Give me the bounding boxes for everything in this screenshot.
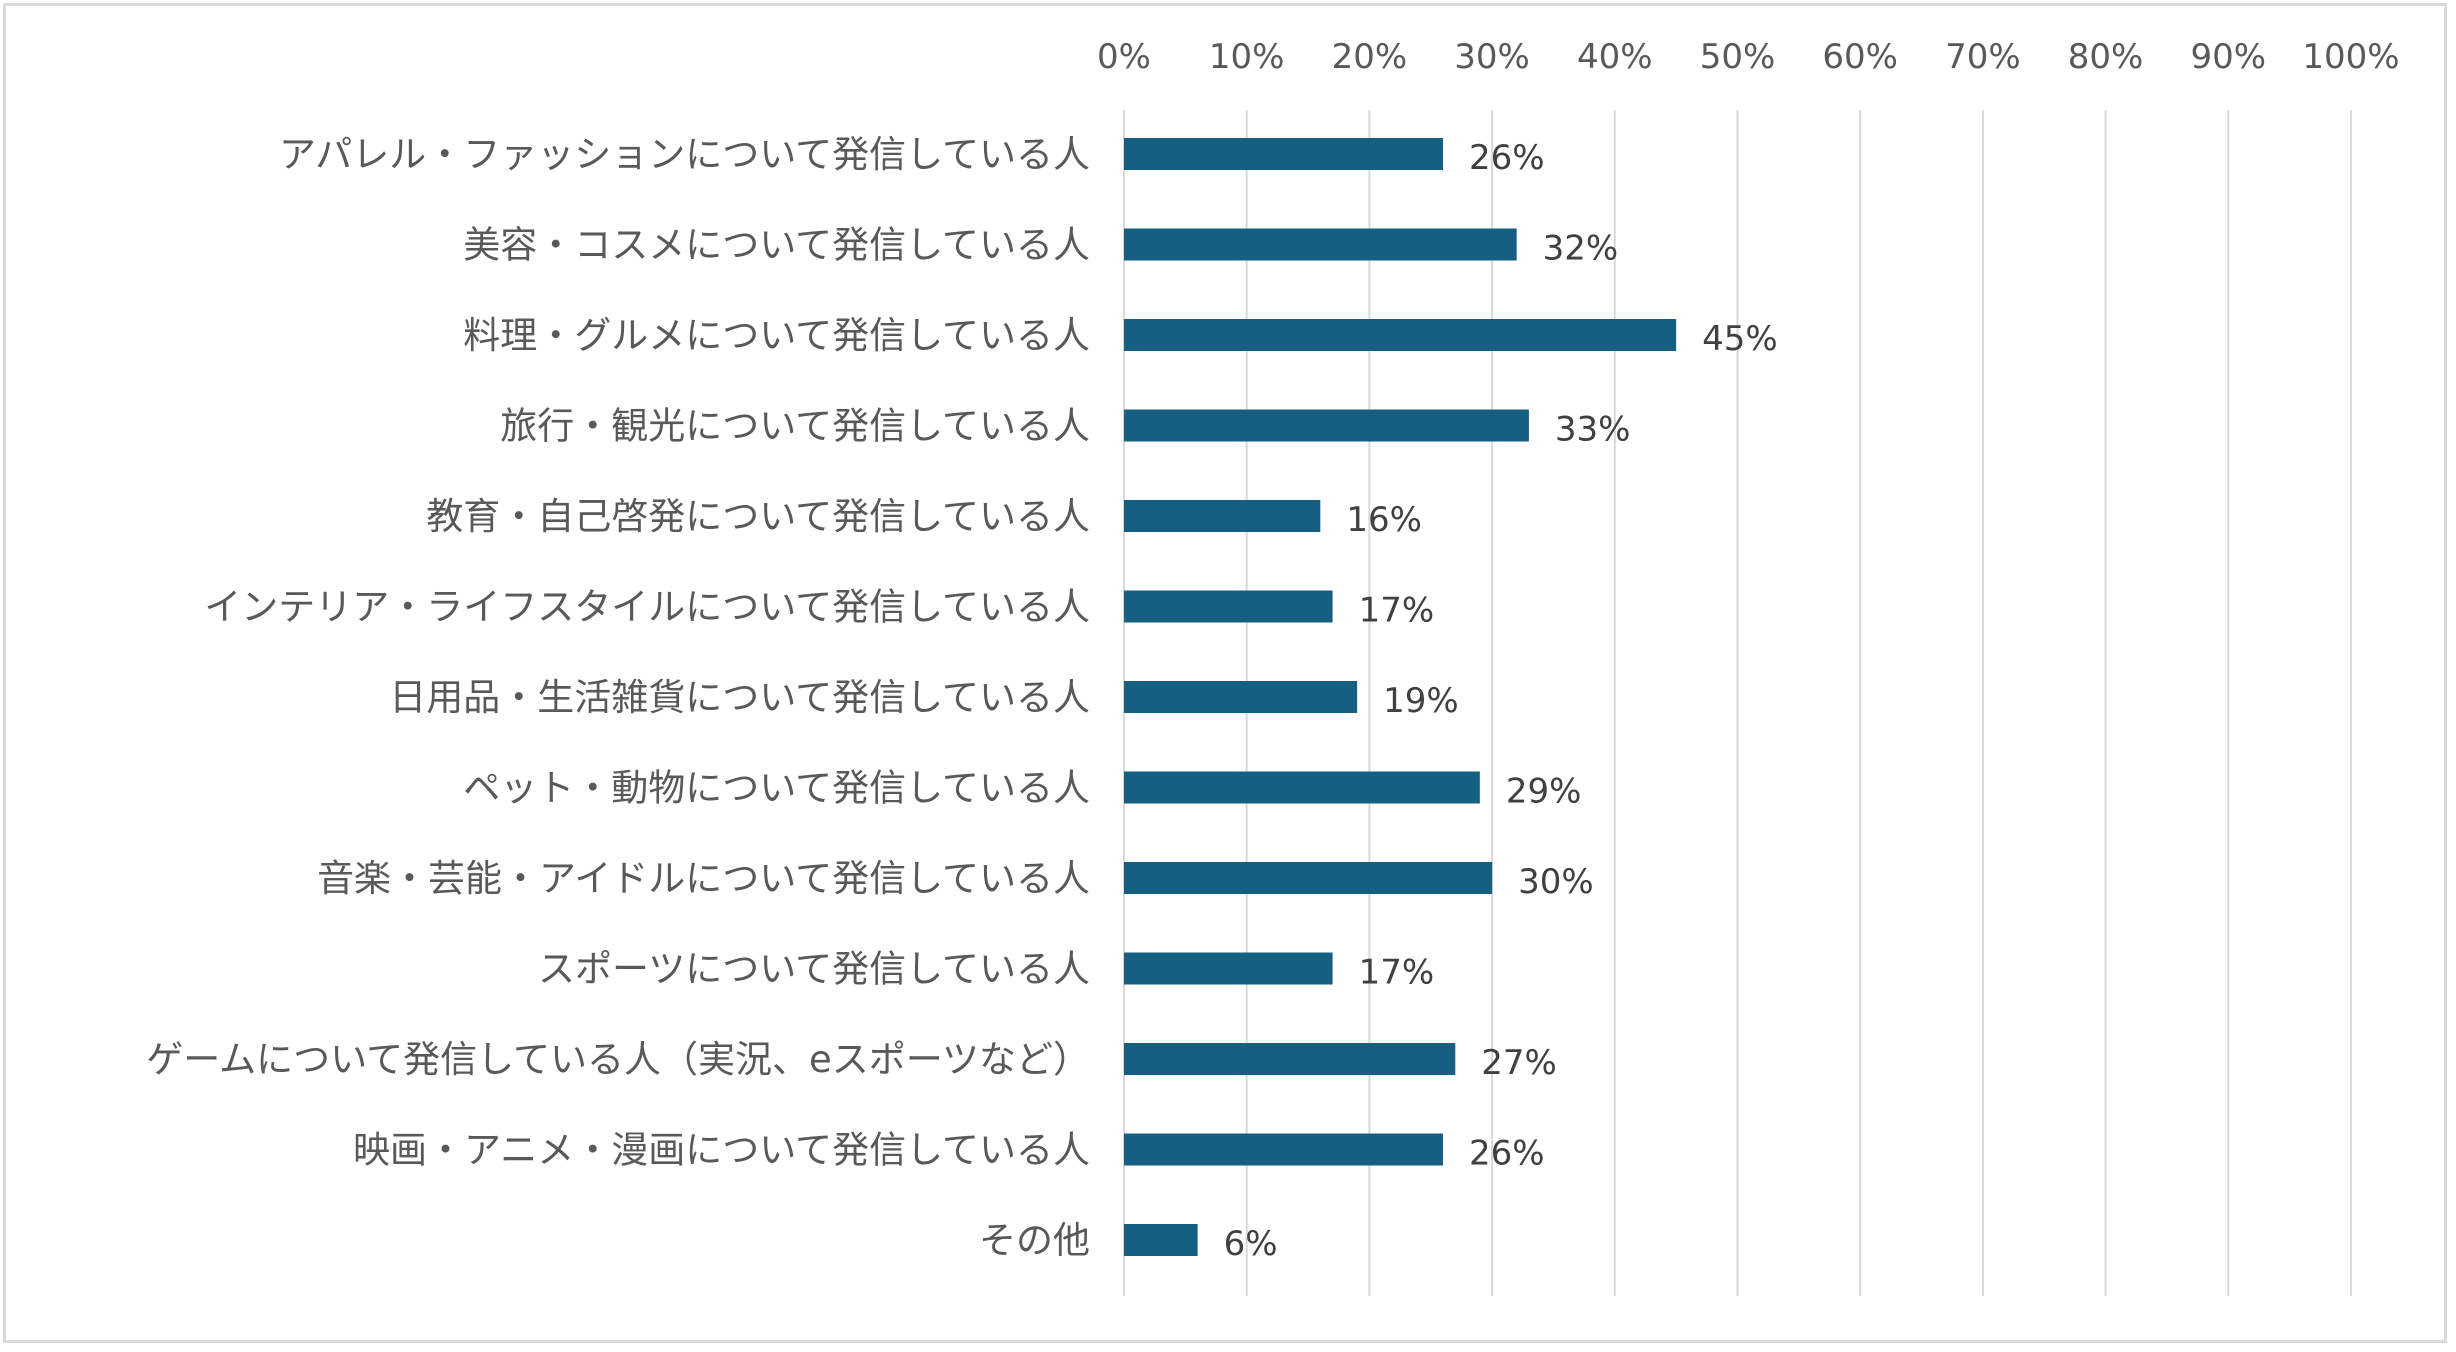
bar bbox=[1124, 590, 1333, 623]
data-label: 29% bbox=[1506, 772, 1582, 812]
x-tick-label: 10% bbox=[1209, 37, 1285, 77]
x-tick-label: 20% bbox=[1332, 37, 1408, 77]
bar bbox=[1124, 319, 1677, 351]
bar bbox=[1124, 862, 1493, 894]
data-label: 16% bbox=[1346, 500, 1422, 540]
data-label: 17% bbox=[1359, 591, 1435, 631]
data-label: 6% bbox=[1224, 1224, 1278, 1264]
x-tick-label: 50% bbox=[1700, 37, 1776, 77]
category-label: ゲームについて発信している人（実況、eスポーツなど） bbox=[146, 1038, 1090, 1081]
x-tick-label: 40% bbox=[1577, 37, 1653, 77]
category-label: ペット・動物について発信している人 bbox=[463, 767, 1090, 810]
bars bbox=[1124, 138, 1677, 1256]
bar bbox=[1124, 409, 1529, 442]
x-axis-ticks: 0% 10% 20% 30% 40% 50% 60% 70% 80% 90% 100% bbox=[1097, 37, 2400, 77]
category-label: 教育・自己啓発について発信している人 bbox=[426, 495, 1090, 538]
category-label: 旅行・観光について発信している人 bbox=[500, 405, 1090, 448]
bar-chart: 0% 10% 20% 30% 40% 50% 60% 70% 80% 90% 100% アパレル・フ… bbox=[146, 37, 2400, 1296]
category-label: アパレル・ファッションについて発信している人 bbox=[279, 133, 1090, 176]
x-tick-label: 90% bbox=[2191, 37, 2267, 77]
bar bbox=[1124, 1133, 1444, 1166]
category-label: 料理・グルメについて発信している人 bbox=[463, 314, 1090, 357]
x-tick-label: 30% bbox=[1454, 37, 1530, 77]
x-tick-label: 80% bbox=[2068, 37, 2144, 77]
data-label: 19% bbox=[1383, 681, 1459, 721]
data-label: 33% bbox=[1555, 410, 1631, 450]
data-label: 17% bbox=[1359, 953, 1435, 993]
data-label: 26% bbox=[1469, 138, 1545, 178]
data-label: 26% bbox=[1469, 1134, 1545, 1174]
gridlines bbox=[1123, 110, 2352, 1296]
data-labels: 26% 32% 45% 33% 16% 17% 19% 29% 30% 17% 27% 26% 6% bbox=[1224, 138, 1778, 1264]
x-tick-label: 0% bbox=[1097, 37, 1151, 77]
data-label: 27% bbox=[1481, 1043, 1557, 1083]
category-label: インテリア・ライフスタイルについて発信している人 bbox=[204, 586, 1090, 629]
data-label: 32% bbox=[1543, 229, 1619, 269]
category-labels: アパレル・ファッションについて発信している人美容・コスメについて発信している人料… bbox=[146, 133, 1090, 1262]
data-label: 45% bbox=[1702, 319, 1778, 359]
x-tick-label: 60% bbox=[1822, 37, 1898, 77]
category-label: 音楽・芸能・アイドルについて発信している人 bbox=[317, 857, 1090, 900]
bar bbox=[1124, 138, 1444, 170]
category-label: 日用品・生活雑貨について発信している人 bbox=[389, 676, 1090, 719]
x-tick-label: 100% bbox=[2302, 37, 2399, 77]
bar bbox=[1124, 952, 1333, 985]
bar bbox=[1124, 681, 1358, 713]
bar bbox=[1124, 1224, 1198, 1256]
x-tick-label: 70% bbox=[1945, 37, 2021, 77]
bar bbox=[1124, 500, 1321, 532]
category-label: スポーツについて発信している人 bbox=[538, 948, 1090, 991]
category-label: 美容・コスメについて発信している人 bbox=[463, 224, 1090, 267]
bar bbox=[1124, 228, 1517, 261]
category-label: その他 bbox=[979, 1219, 1090, 1262]
bar bbox=[1124, 771, 1480, 804]
data-label: 30% bbox=[1518, 862, 1594, 902]
chart-frame: 0% 10% 20% 30% 40% 50% 60% 70% 80% 90% 100% アパレル・フ… bbox=[3, 3, 2447, 1343]
category-label: 映画・アニメ・漫画について発信している人 bbox=[353, 1129, 1090, 1172]
bar bbox=[1124, 1043, 1456, 1075]
